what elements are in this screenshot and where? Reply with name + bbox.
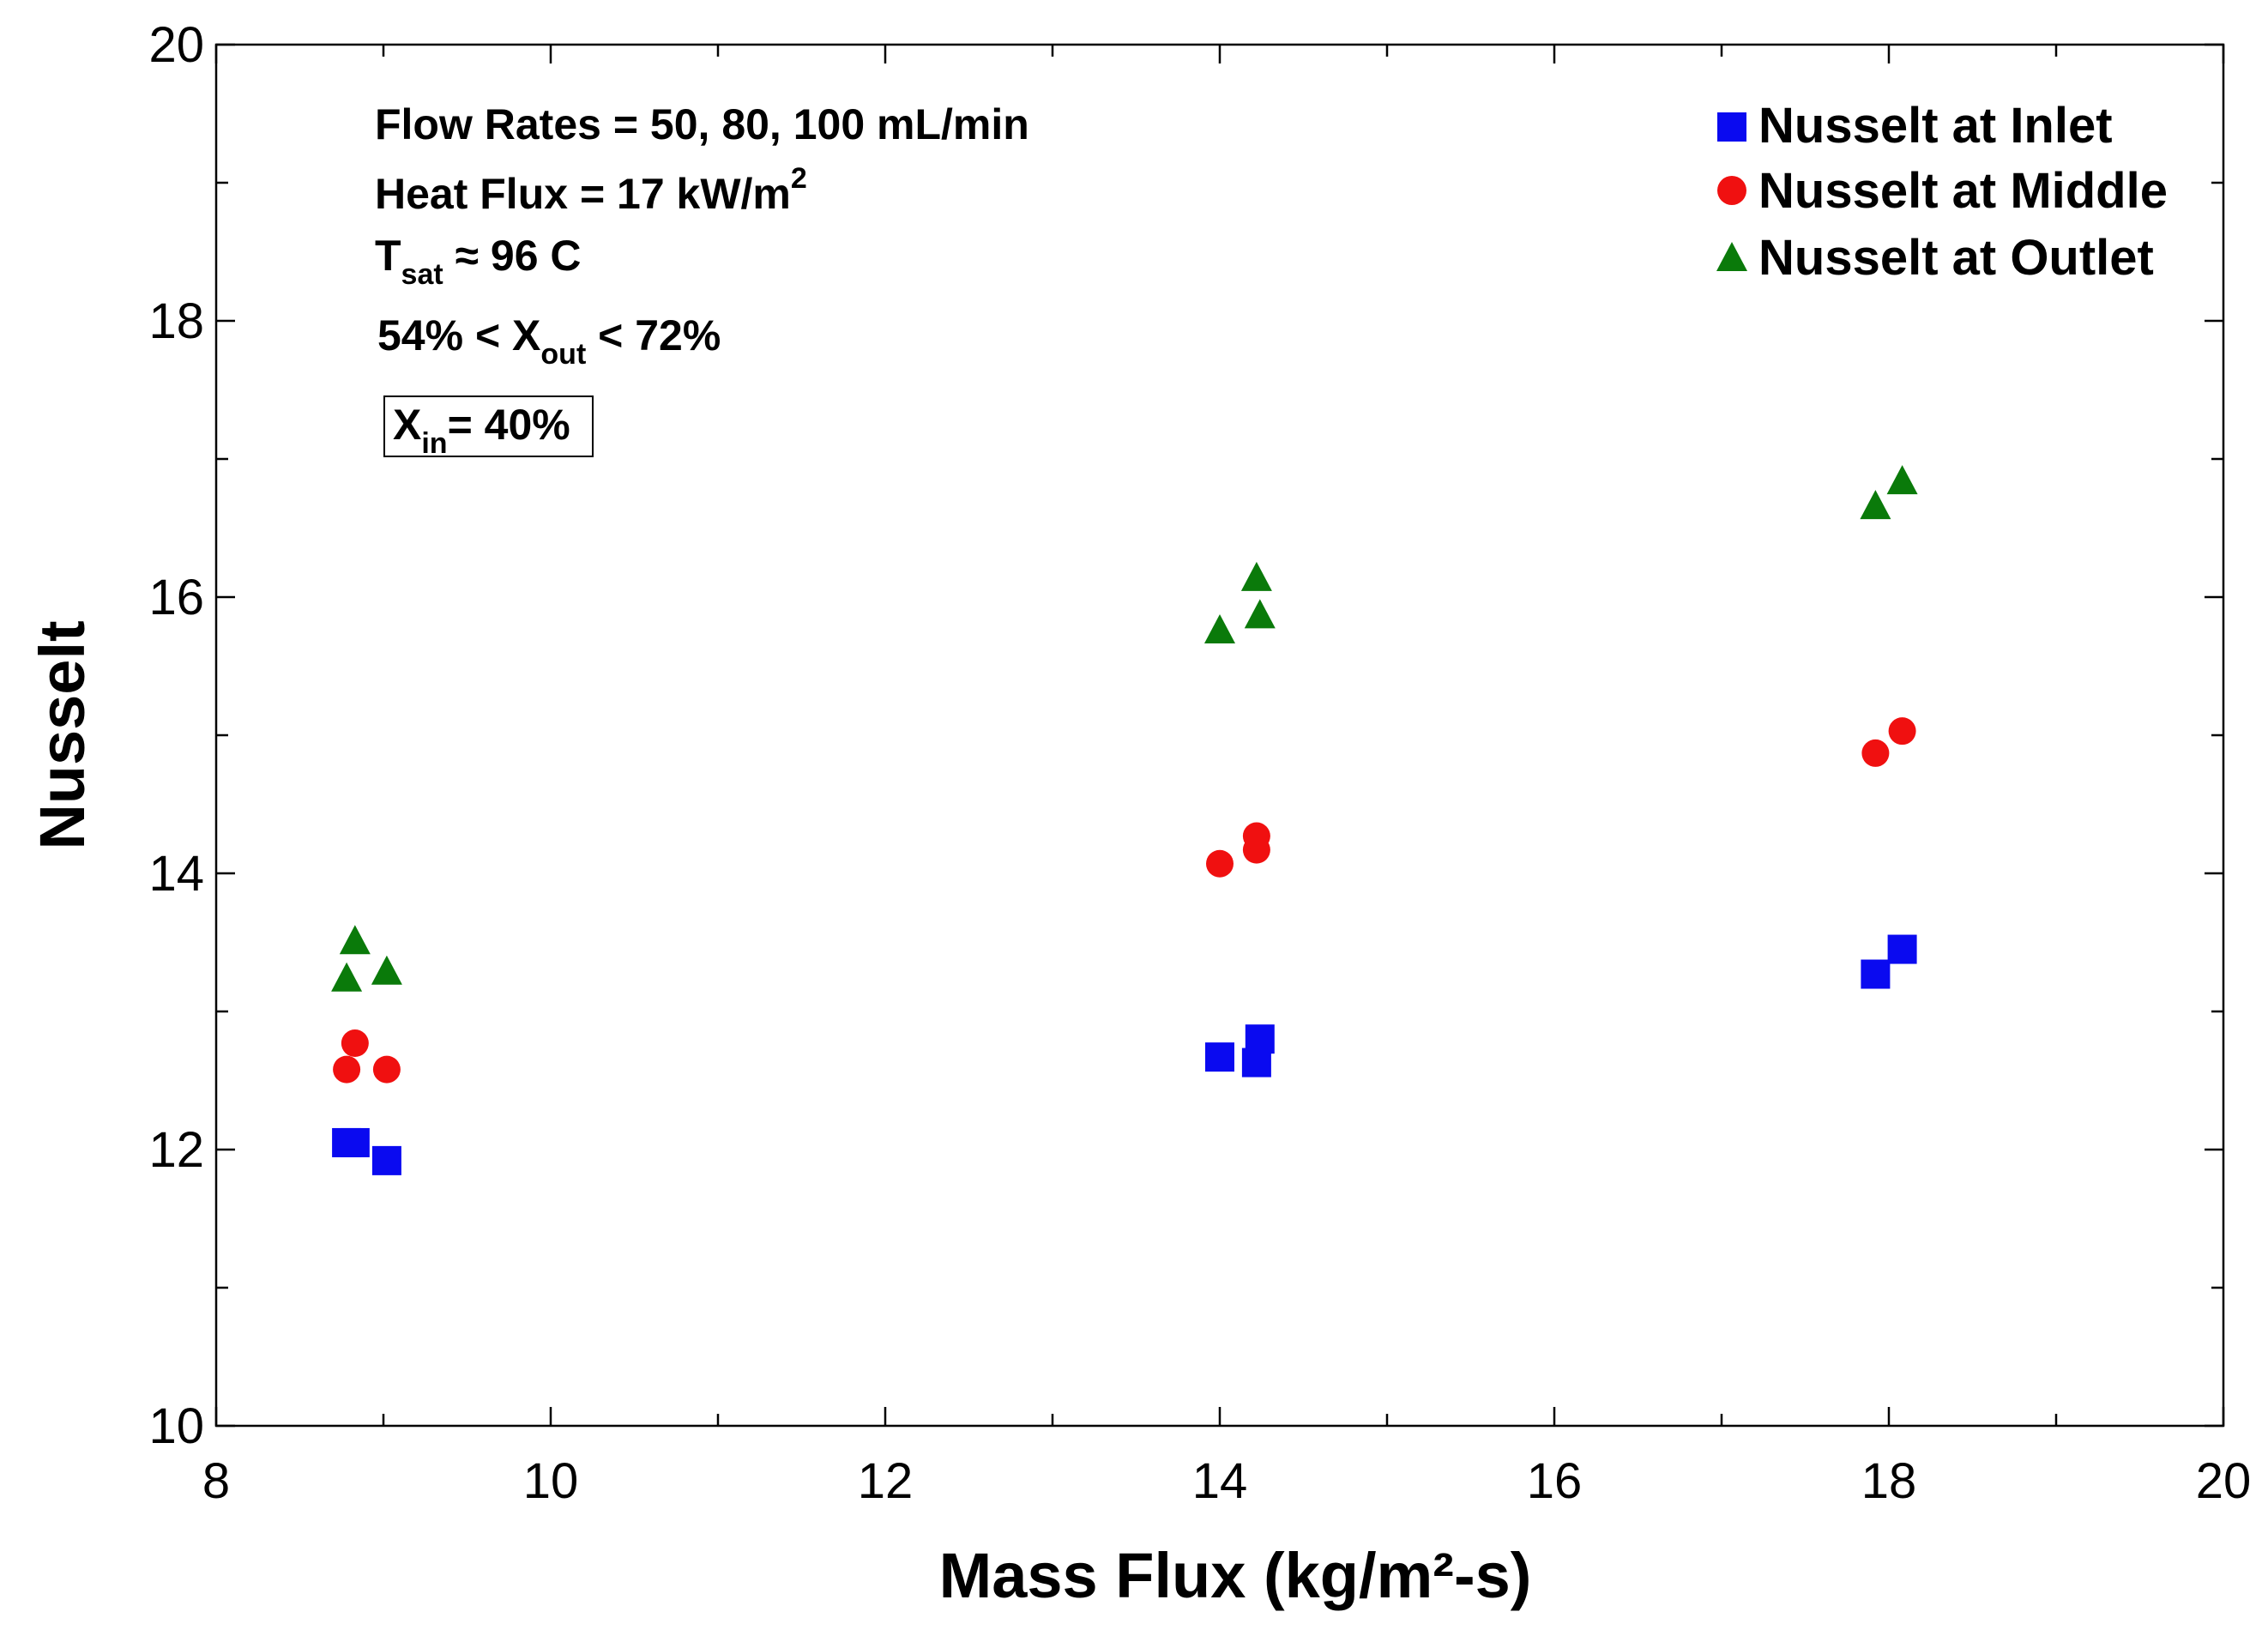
xin-value: = 40%: [448, 401, 570, 449]
data-point-nusselt-at-inlet: [340, 1127, 370, 1157]
legend-marker-inlet: [1717, 112, 1746, 142]
data-point-nusselt-at-outlet: [1240, 561, 1272, 591]
y-tick-label: 16: [148, 570, 204, 625]
annotation-flow-rates: Flow Rates = 50, 80, 100 mL/min: [375, 100, 1029, 148]
annotation-xout: 54% < Xout < 72%: [377, 311, 721, 371]
legend-marker-middle: [1717, 176, 1746, 205]
data-point-nusselt-at-outlet: [331, 962, 363, 992]
data-point-nusselt-at-middle: [1888, 717, 1916, 746]
data-point-nusselt-at-middle: [1242, 822, 1270, 850]
legend-label-outlet: Nusselt at Outlet: [1758, 230, 2154, 286]
heat-flux-text: Heat Flux = 17 kW/m: [375, 170, 791, 218]
x-tick-label: 20: [2196, 1453, 2252, 1509]
axis-ticks: [214, 43, 2225, 1428]
x-tick-label: 12: [858, 1453, 914, 1509]
data-point-nusselt-at-middle: [333, 1055, 361, 1084]
y-axis-title: Nusselt: [27, 620, 98, 849]
data-point-nusselt-at-middle: [341, 1029, 369, 1058]
xout-prefix: 54% < X: [377, 311, 540, 359]
data-point-nusselt-at-inlet: [1205, 1042, 1234, 1072]
data-point-nusselt-at-middle: [1861, 739, 1890, 767]
data-point-nusselt-at-outlet: [1204, 614, 1235, 644]
xout-suffix: < 72%: [586, 311, 721, 359]
data-points: [331, 465, 1918, 1175]
annotation-tsat: Tsat ≈ 96 C: [375, 232, 582, 291]
data-point-nusselt-at-inlet: [1245, 1024, 1275, 1054]
annotation-heat-flux: Heat Flux = 17 kW/m2: [375, 162, 807, 218]
annotation-xin: Xin= 40%: [393, 401, 570, 460]
data-point-nusselt-at-outlet: [371, 955, 402, 985]
data-point-nusselt-at-middle: [1206, 849, 1234, 878]
x-axis-title: Mass Flux (kg/m²-s): [939, 1540, 1532, 1611]
data-point-nusselt-at-middle: [372, 1055, 401, 1084]
series-nusselt-at-outlet: [331, 465, 1918, 992]
xin-subscript: in: [421, 427, 447, 460]
y-tick-label: 18: [148, 293, 204, 349]
data-point-nusselt-at-outlet: [1886, 465, 1918, 495]
legend-label-middle: Nusselt at Middle: [1758, 163, 2168, 219]
tsat-subscript: sat: [401, 258, 443, 291]
annotation-block: Flow Rates = 50, 80, 100 mL/min Heat Flu…: [375, 100, 1029, 460]
xin-symbol: X: [393, 401, 421, 449]
xin-box: [383, 395, 594, 457]
tsat-symbol: T: [375, 232, 401, 280]
series-nusselt-at-middle: [333, 717, 1916, 1084]
data-point-nusselt-at-inlet: [1861, 959, 1891, 989]
xout-subscript: out: [540, 338, 586, 371]
legend: Nusselt at Inlet Nusselt at Middle Nusse…: [1716, 98, 2168, 286]
x-tick-label: 10: [523, 1453, 579, 1509]
series-nusselt-at-inlet: [332, 934, 1917, 1175]
legend-marker-outlet: [1716, 242, 1747, 271]
plot-area-frame: [214, 43, 2225, 1428]
x-tick-label: 8: [202, 1453, 230, 1509]
data-point-nusselt-at-outlet: [1244, 599, 1276, 629]
data-point-nusselt-at-inlet: [1887, 934, 1917, 964]
tsat-value: ≈ 96 C: [443, 232, 582, 280]
legend-label-inlet: Nusselt at Inlet: [1758, 98, 2113, 154]
y-tick-label: 10: [148, 1398, 204, 1454]
heat-flux-superscript: 2: [791, 162, 807, 195]
data-point-nusselt-at-outlet: [339, 925, 371, 955]
y-tick-label: 12: [148, 1122, 204, 1178]
data-point-nusselt-at-inlet: [371, 1145, 401, 1175]
x-tick-label: 16: [1527, 1453, 1583, 1509]
y-tick-label: 20: [148, 17, 204, 73]
x-tick-label: 18: [1861, 1453, 1917, 1509]
x-tick-label: 14: [1192, 1453, 1248, 1509]
y-tick-label: 14: [148, 846, 204, 902]
data-point-nusselt-at-outlet: [1860, 490, 1891, 520]
